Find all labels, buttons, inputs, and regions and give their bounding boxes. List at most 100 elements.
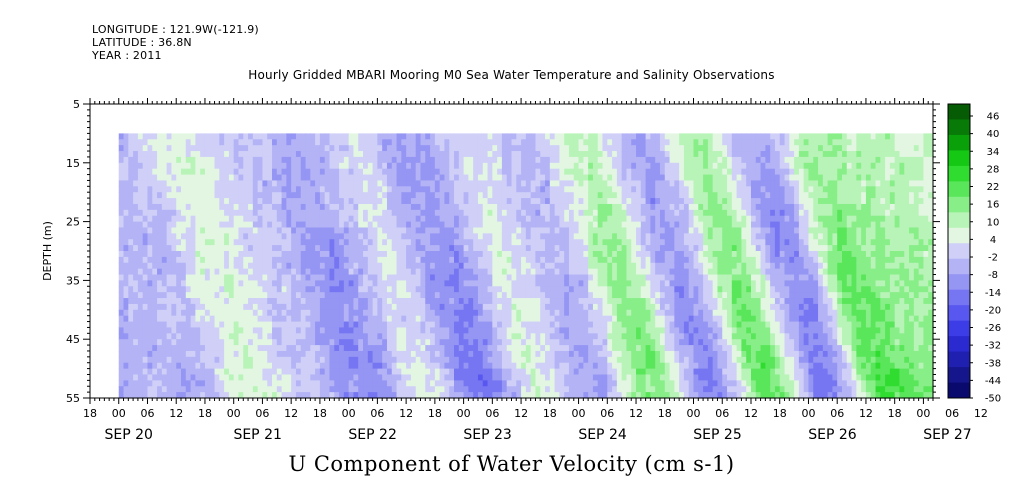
heatmap-cell [319,233,326,240]
heatmap-cell [410,274,417,281]
heatmap-cell [612,192,618,199]
heatmap-cell [391,192,398,199]
heatmap-cell [636,386,642,393]
heatmap-cell [343,268,350,276]
heatmap-cell [573,309,580,317]
heatmap-cell [372,186,378,193]
heatmap-cell [372,339,378,346]
heatmap-cell [573,321,580,329]
heatmap-cell [243,156,249,164]
heatmap-cell [209,298,216,305]
heatmap-cell [195,233,201,240]
heatmap-cell [267,133,273,140]
heatmap-cell [468,251,474,258]
heatmap-cell [621,350,628,358]
heatmap-cell [573,362,580,370]
heatmap-cell [267,203,273,211]
heatmap-cell [238,198,244,205]
heatmap-cell [166,274,173,281]
heatmap-cell [444,209,450,217]
heatmap-cell [458,356,465,364]
heatmap-cell [233,303,240,311]
heatmap-cell [118,345,125,352]
heatmap-cell [185,303,192,311]
heatmap-cell [238,245,244,252]
heatmap-cell [439,139,446,146]
heatmap-cell [640,162,647,170]
heatmap-cell [319,245,326,252]
heatmap-cell [410,292,417,299]
heatmap-cell [545,380,551,387]
heatmap-cell [300,227,307,234]
heatmap-cell [439,256,446,264]
heatmap-cell [454,168,460,176]
heatmap-cell [444,392,450,399]
heatmap-cell [501,315,508,323]
heatmap-cell [305,345,311,352]
heatmap-cell [449,392,455,399]
heatmap-cell [592,262,599,270]
heatmap-cell [396,233,402,240]
heatmap-cell [449,227,455,234]
heatmap-cell [204,309,211,317]
heatmap-cell [420,321,426,329]
heatmap-cell [319,386,326,393]
heatmap-cell [511,203,517,211]
heatmap-cell [171,262,177,270]
heatmap-cell [449,133,455,140]
heatmap-cell [133,245,139,252]
heatmap-cell [315,245,321,252]
heatmap-cell [315,139,321,146]
heatmap-cell [612,186,618,193]
heatmap-cell [540,233,546,240]
heatmap-cell [640,180,647,187]
heatmap-cell [583,350,589,358]
heatmap-cell [501,162,508,170]
heatmap-cell [243,209,249,217]
heatmap-cell [568,345,575,352]
heatmap-cell [516,133,522,140]
heatmap-cell [621,262,628,270]
heatmap-cell [631,374,637,381]
heatmap-cell [190,233,196,240]
heatmap-cell [339,386,345,393]
heatmap-cell [454,309,460,317]
heatmap-cell [161,327,168,334]
heatmap-cell [636,286,642,293]
heatmap-cell [535,145,541,152]
heatmap-cell [367,350,374,358]
heatmap-cell [554,151,560,158]
heatmap-cell [372,168,378,176]
heatmap-cell [319,239,326,246]
heatmap-cell [482,174,489,182]
heatmap-cell [233,327,240,334]
heatmap-cell [530,303,537,311]
heatmap-cell [564,251,570,258]
heatmap-cell [420,227,426,234]
heatmap-cell [578,280,584,287]
heatmap-cell [636,251,642,258]
heatmap-cell [176,315,182,323]
heatmap-cell [631,298,637,305]
heatmap-cell [142,168,149,176]
heatmap-cell [238,256,244,264]
heatmap-cell [315,133,321,140]
heatmap-cell [583,239,589,246]
heatmap-cell [554,209,560,217]
heatmap-cell [463,174,469,182]
heatmap-cell [267,268,273,276]
heatmap-cell [631,203,637,211]
heatmap-cell [267,345,273,352]
heatmap-cell [358,386,364,393]
heatmap-cell [214,274,220,281]
heatmap-cell [272,192,278,199]
heatmap-cell [367,333,374,340]
heatmap-cell [118,350,125,358]
heatmap-cell [118,180,125,187]
heatmap-cell [607,180,613,187]
heatmap-cell [477,280,484,287]
heatmap-cell [324,368,331,376]
heatmap-cell [501,209,508,217]
heatmap-cell [137,239,144,246]
heatmap-cell [147,133,153,140]
